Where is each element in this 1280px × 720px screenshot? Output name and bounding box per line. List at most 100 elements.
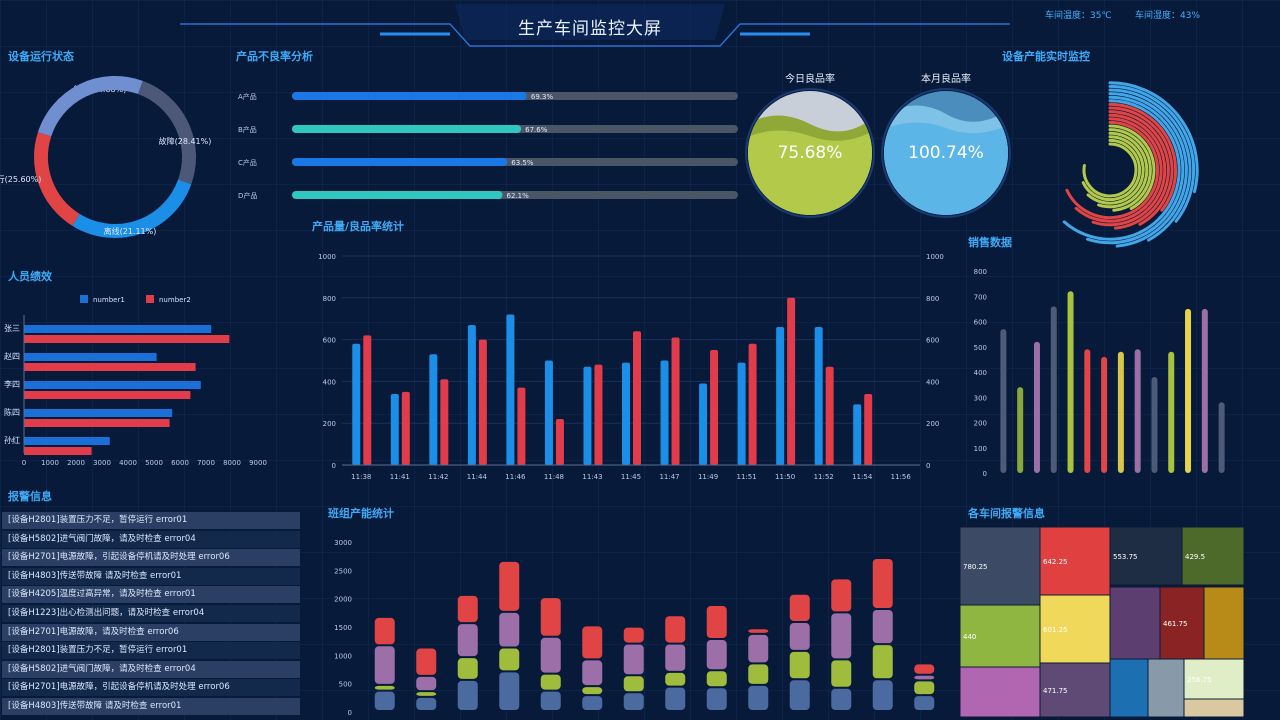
x-tick: 4000 bbox=[119, 459, 137, 467]
output-rate-chart: 0 0 200 200 400 400 600 600 800 800 1000 1000 11:38 1… bbox=[318, 253, 944, 481]
page-title: 生产车间监控大屏 bbox=[518, 19, 662, 39]
y2-tick: 1000 bbox=[926, 253, 944, 261]
team-segment bbox=[665, 644, 686, 671]
y-tick: 200 bbox=[974, 420, 987, 428]
personnel-bar bbox=[24, 437, 110, 445]
team-segment bbox=[665, 687, 686, 710]
capacity-arc bbox=[1097, 131, 1149, 209]
alarm-row[interactable]: [设备H4803]传送带故障 请及时检查 error01 bbox=[2, 567, 300, 585]
team-segment bbox=[914, 681, 935, 695]
output-bar bbox=[594, 364, 603, 465]
sales-bar bbox=[1134, 349, 1141, 473]
alarm-row[interactable]: [设备H4205]温度过高异常，请及时检查 error01 bbox=[2, 586, 300, 604]
donut-slice bbox=[34, 132, 80, 226]
team-segment bbox=[831, 579, 852, 612]
y-tick: 0 bbox=[348, 709, 352, 717]
sales-bar bbox=[1117, 351, 1124, 473]
qualification-title: 产品不良率分析 bbox=[236, 50, 313, 63]
alarm-row[interactable]: [设备H4803]传送带故障 请及时检查 error01 bbox=[2, 697, 300, 715]
personnel-category: 赵四 bbox=[4, 351, 20, 361]
y-tick: 400 bbox=[974, 369, 987, 377]
team-segment bbox=[831, 613, 852, 659]
qual-bar bbox=[292, 92, 527, 100]
output-bar bbox=[864, 393, 873, 465]
output-bar bbox=[814, 327, 823, 465]
output-bar bbox=[737, 362, 746, 465]
team-segment bbox=[872, 680, 893, 710]
team-segment bbox=[831, 688, 852, 710]
team-segment bbox=[748, 664, 769, 684]
output-rate-title: 产品量/良品率统计 bbox=[312, 220, 405, 233]
treemap-label: 780.25 bbox=[963, 563, 988, 571]
x-tick: 11:44 bbox=[467, 473, 488, 481]
alarm-row[interactable]: [设备H5802]进气阀门故障，请及时检查 error04 bbox=[2, 530, 300, 548]
output-bar bbox=[478, 339, 487, 465]
treemap-label: 553.75 bbox=[1113, 553, 1138, 561]
alarm-row[interactable]: [设备H2701]电源故障，引起设备停机请及时处理 error06 bbox=[2, 549, 300, 567]
capacity-arc bbox=[1081, 138, 1142, 202]
y-tick: 600 bbox=[974, 319, 987, 327]
alarm-row[interactable]: [设备H2801]装置压力不足，暂停运行 error01 bbox=[2, 642, 300, 660]
team-segment bbox=[499, 672, 520, 710]
sales-bar bbox=[1084, 349, 1091, 473]
alarm-row[interactable]: [设备H1223]出心检测出问题，请及时检查 error04 bbox=[2, 604, 300, 622]
alarm-row[interactable]: [设备H2701]电源故障，引起设备停机请及时处理 error06 bbox=[2, 679, 300, 697]
y-tick: 700 bbox=[974, 293, 987, 301]
team-segment bbox=[665, 672, 686, 686]
x-tick: 11:47 bbox=[659, 473, 679, 481]
output-bar bbox=[776, 327, 785, 465]
personnel-bar bbox=[24, 391, 191, 399]
x-tick: 11:48 bbox=[544, 473, 564, 481]
qualification-chart: A产品 69.3% B产品 67.6% C产品 63.5% D产品 62.1% bbox=[238, 92, 738, 200]
alarm-row[interactable]: [设备H2801]装置压力不足，暂停运行 error01 bbox=[2, 512, 300, 529]
gauge-label-month: 本月良品率 bbox=[921, 74, 971, 85]
team-segment bbox=[416, 676, 437, 691]
capacity-arc bbox=[1074, 117, 1163, 223]
treemap-label: 440 bbox=[963, 633, 976, 641]
treemap-cell bbox=[1109, 527, 1183, 586]
sales-bar bbox=[1201, 308, 1208, 473]
x-tick: 11:51 bbox=[737, 473, 757, 481]
output-bar bbox=[853, 404, 862, 465]
legend-swatch bbox=[146, 295, 154, 303]
y-tick: 3000 bbox=[334, 539, 352, 547]
output-bar bbox=[467, 324, 476, 465]
personnel-bar bbox=[24, 419, 170, 427]
team-segment bbox=[374, 691, 395, 710]
header: 生产车间监控大屏 车间温度：35℃ 车间湿度：43% bbox=[0, 0, 1280, 50]
y-tick: 500 bbox=[974, 344, 987, 352]
qual-bar bbox=[292, 158, 508, 166]
team-segment bbox=[457, 680, 478, 710]
x-tick: 2000 bbox=[67, 459, 85, 467]
treemap-cell bbox=[1109, 658, 1149, 717]
team-segment bbox=[872, 645, 893, 679]
personnel-category: 李四 bbox=[4, 379, 20, 389]
output-bar bbox=[671, 337, 680, 465]
y-tick: 0 bbox=[983, 470, 987, 478]
team-segment bbox=[706, 671, 727, 687]
team-segment bbox=[706, 688, 727, 710]
team-segment bbox=[582, 660, 603, 686]
team-segment bbox=[499, 561, 520, 611]
alarm-row[interactable]: [设备H2701]电源故障，请及时检查 error06 bbox=[2, 623, 300, 641]
treemap-cell bbox=[960, 666, 1041, 717]
team-segment bbox=[540, 691, 561, 710]
output-bar bbox=[363, 335, 372, 465]
team-segment bbox=[540, 637, 561, 673]
personnel-bar bbox=[24, 381, 201, 389]
team-output-title: 班组产能统计 bbox=[328, 507, 394, 520]
sales-bar bbox=[1101, 356, 1108, 473]
alarm-row[interactable]: [设备H5802]进气阀门故障，请及时检查 error04 bbox=[2, 660, 300, 678]
treemap-label: 601.25 bbox=[1043, 626, 1068, 634]
x-tick: 11:46 bbox=[505, 473, 526, 481]
treemap-cell bbox=[1039, 594, 1111, 664]
y-tick: 2500 bbox=[334, 567, 352, 575]
treemap-cell bbox=[1109, 586, 1161, 660]
team-segment bbox=[748, 629, 769, 633]
team-segment bbox=[374, 685, 395, 690]
x-tick: 3000 bbox=[93, 459, 111, 467]
personnel-category: 张三 bbox=[4, 324, 20, 333]
team-segment bbox=[499, 648, 520, 671]
team-segment bbox=[623, 676, 644, 692]
capacity-arc bbox=[1108, 102, 1178, 212]
